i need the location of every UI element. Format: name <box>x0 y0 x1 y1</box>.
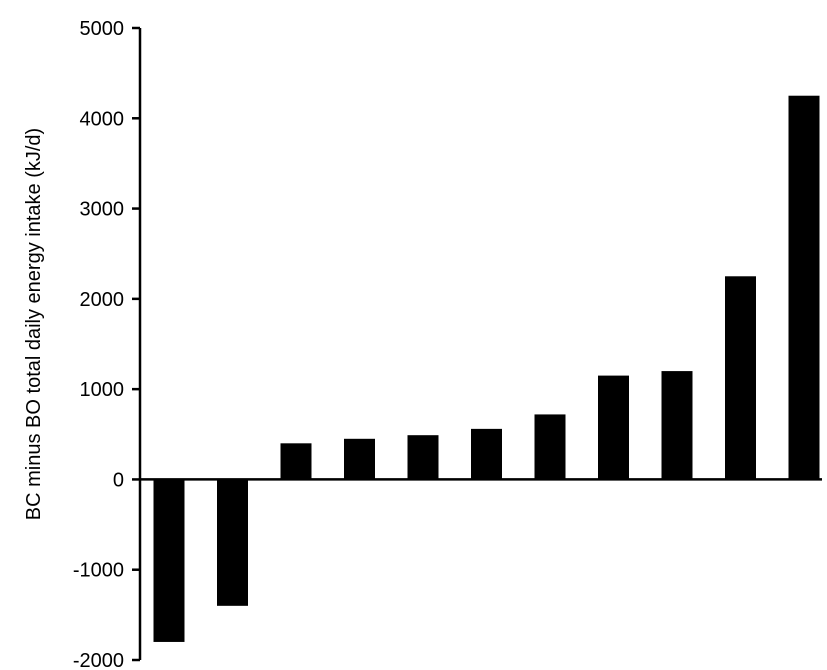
bar <box>661 371 693 480</box>
y-tick-label: 5000 <box>80 18 125 40</box>
bar <box>788 95 820 480</box>
bar <box>217 479 248 606</box>
bar <box>598 375 629 480</box>
y-axis-ticks <box>132 26 140 662</box>
bar <box>153 479 185 642</box>
y-tick-label: 0 <box>113 469 124 491</box>
bar <box>344 438 375 480</box>
y-axis-tick-labels: 5000 4000 3000 2000 1000 0 -1000 -2000 <box>73 18 124 670</box>
y-tick-label: -1000 <box>73 560 124 582</box>
bars <box>153 95 820 642</box>
y-tick-label: 4000 <box>80 108 125 130</box>
bar <box>534 414 566 480</box>
y-axis-title: BC minus BO total daily energy intake (k… <box>23 128 45 520</box>
y-tick-label: 2000 <box>80 289 125 311</box>
y-tick-label: 1000 <box>80 379 125 401</box>
y-tick-label: -2000 <box>73 650 124 670</box>
bar <box>280 443 312 480</box>
bar <box>471 428 502 480</box>
bar <box>725 276 756 480</box>
y-tick-label: 3000 <box>80 199 125 221</box>
bar <box>407 435 439 480</box>
